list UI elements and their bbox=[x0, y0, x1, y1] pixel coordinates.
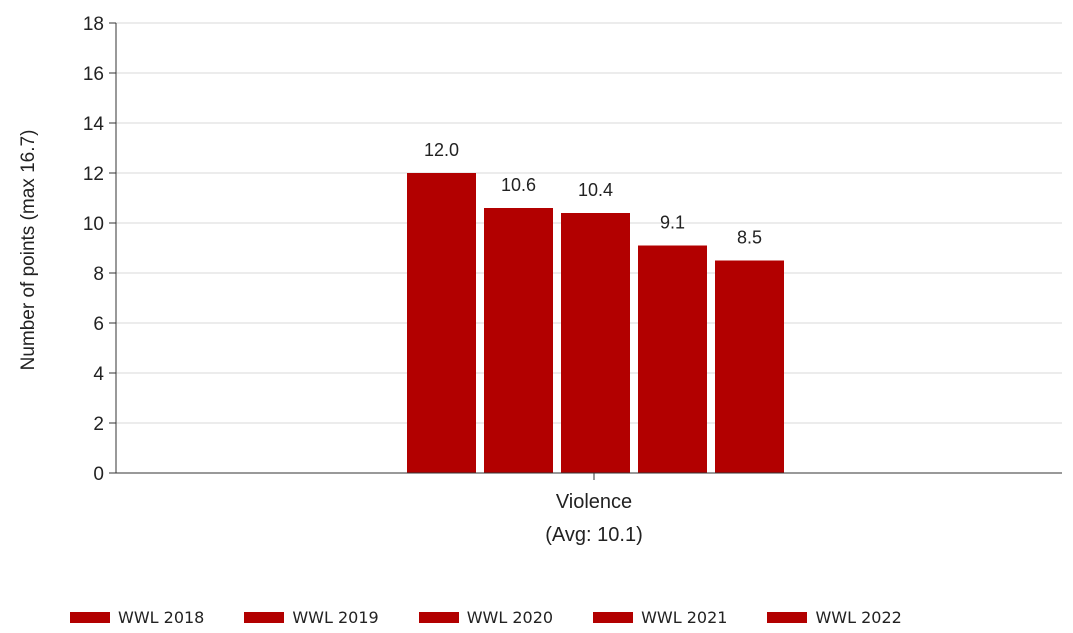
legend-item: WWL 2022 bbox=[767, 608, 902, 627]
y-tick-label: 4 bbox=[93, 364, 104, 385]
y-tick-label: 16 bbox=[83, 64, 104, 85]
labels: 0 2 4 6 8 10 12 14 16 18 12.0 10.6 10.4 9.1 8.5 bbox=[83, 14, 762, 485]
y-tick-label: 14 bbox=[83, 114, 105, 135]
data-label: 12.0 bbox=[424, 140, 459, 160]
y-tick-label: 0 bbox=[93, 464, 104, 485]
data-label: 10.4 bbox=[578, 180, 613, 200]
axes bbox=[109, 22, 1062, 480]
bar bbox=[407, 173, 476, 473]
legend-label: WWL 2022 bbox=[815, 608, 902, 627]
legend-item: WWL 2018 bbox=[70, 608, 204, 627]
data-label: 9.1 bbox=[660, 213, 685, 233]
legend-item: WWL 2021 bbox=[593, 608, 727, 627]
y-tick-label: 8 bbox=[93, 264, 104, 285]
category-label: Violence bbox=[556, 491, 632, 513]
legend-swatch bbox=[767, 612, 808, 623]
bar bbox=[561, 213, 630, 473]
legend-swatch bbox=[244, 612, 285, 623]
legend-item: WWL 2020 bbox=[418, 608, 554, 627]
bar bbox=[484, 208, 553, 473]
legend-swatch bbox=[70, 612, 110, 623]
y-tick-label: 18 bbox=[83, 14, 104, 35]
legend-label: WWL 2021 bbox=[641, 608, 728, 627]
legend-label: WWL 2020 bbox=[466, 608, 554, 627]
bar bbox=[638, 245, 707, 473]
y-tick-label: 6 bbox=[93, 314, 104, 335]
legend: WWL 2018 WWL 2019 WWL 2020 WWL 2021 WWL … bbox=[70, 608, 942, 627]
y-tick-label: 2 bbox=[93, 414, 104, 435]
bar-chart: 0 2 4 6 8 10 12 14 16 18 12.0 10.6 10.4 9.1 8.5 Number… bbox=[18, 14, 1062, 546]
bars bbox=[407, 173, 784, 473]
data-label: 10.6 bbox=[501, 175, 536, 195]
y-tick-label: 10 bbox=[83, 214, 104, 235]
legend-swatch bbox=[418, 612, 459, 623]
y-axis-label: Number of points (max 16.7) bbox=[18, 130, 39, 371]
legend-label: WWL 2019 bbox=[292, 608, 379, 627]
category-sublabel: (Avg: 10.1) bbox=[545, 524, 642, 546]
legend-label: WWL 2018 bbox=[118, 608, 205, 627]
bar bbox=[715, 260, 784, 473]
legend-item: WWL 2019 bbox=[244, 608, 379, 627]
legend-swatch bbox=[593, 612, 634, 623]
y-tick-label: 12 bbox=[83, 164, 104, 185]
data-label: 8.5 bbox=[737, 228, 762, 248]
